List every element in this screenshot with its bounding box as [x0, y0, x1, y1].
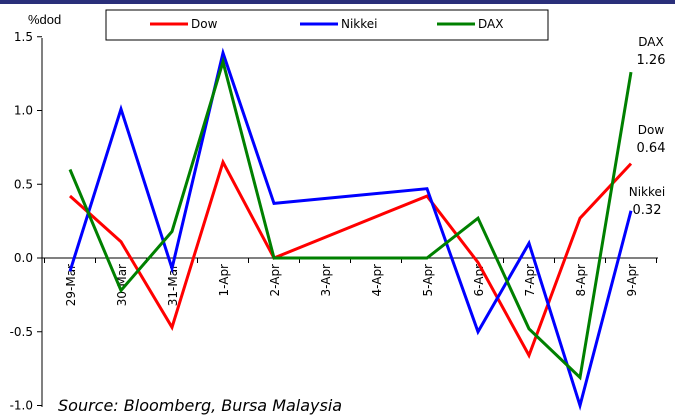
x-tick-label: 30-Mar	[115, 264, 129, 306]
x-tick-label: 8-Apr	[574, 264, 588, 297]
x-tick-label: 2-Apr	[268, 264, 282, 297]
end-label-value-dax: 1.26	[637, 53, 666, 68]
end-label-name-dax: DAX	[638, 35, 663, 49]
series-line-dax	[68, 56, 633, 381]
y-tick-label: -0.5	[10, 325, 33, 339]
x-tick-label: 5-Apr	[421, 264, 435, 297]
x-tick-label: 4-Apr	[370, 264, 384, 297]
y-tick-label: -1.0	[10, 399, 33, 413]
source-note: Source: Bloomberg, Bursa Malaysia	[58, 396, 343, 415]
legend-label-dow: Dow	[191, 17, 218, 31]
legend-label-dax: DAX	[478, 17, 503, 31]
y-tick-label: 1.0	[14, 104, 33, 118]
y-tick-label: 0.0	[14, 251, 33, 265]
legend-label-nikkei: Nikkei	[341, 17, 378, 31]
x-tick-label: 6-Apr	[472, 264, 486, 297]
x-tick-label: 3-Apr	[319, 264, 333, 297]
x-tick-label: 31-Mar	[166, 264, 180, 306]
x-tick-label: 29-Mar	[64, 264, 78, 306]
x-tick-label: 9-Apr	[625, 264, 639, 297]
end-label-value-nikkei: 0.32	[633, 203, 662, 218]
y-axis-label: %dod	[28, 12, 61, 27]
series-line-nikkei	[68, 47, 633, 411]
top-border	[0, 0, 675, 4]
series-line-dow	[68, 158, 633, 359]
end-label-value-dow: 0.64	[637, 141, 666, 156]
x-tick-label: 1-Apr	[217, 264, 231, 297]
x-tick-label: 7-Apr	[523, 264, 537, 297]
end-label-name-nikkei: Nikkei	[629, 185, 666, 199]
end-label-name-dow: Dow	[638, 123, 665, 137]
y-tick-label: 1.5	[14, 30, 33, 44]
y-tick-label: 0.5	[14, 177, 33, 191]
